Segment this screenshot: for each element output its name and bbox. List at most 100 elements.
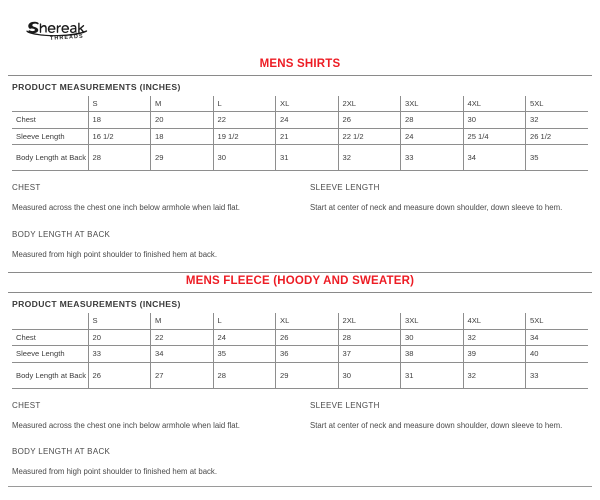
cell-chest-4xl: 30 (462, 111, 526, 129)
cell-body-xl: 31 (275, 144, 339, 172)
cell-chest-2xl: 26 (337, 111, 401, 129)
cell-chest-m: 20 (150, 111, 214, 129)
document-header: THREADS (0, 0, 600, 56)
desc-heading-sleeve-length: SLEEVE LENGTH (310, 183, 380, 193)
table-row: Body Length at Back 26 27 28 29 30 31 32… (12, 361, 588, 389)
cell-chest-xl: 26 (275, 328, 339, 347)
row-label-chest: Chest (12, 111, 89, 129)
section-title-mens-shirts: MENS SHIRTS (259, 58, 341, 70)
cell-sleeve-l: 19 1/2 (212, 127, 276, 146)
table-header-row: S M L XL 2XL 3XL 4XL 5XL (12, 313, 588, 330)
cell-sleeve-m: 18 (150, 127, 214, 146)
size-table-mens-fleece: S M L XL 2XL 3XL 4XL 5XL Chest 20 22 24 … (12, 313, 588, 389)
column-header-xl: XL (275, 96, 339, 113)
cell-chest-4xl: 32 (462, 328, 526, 347)
desc-heading-body-length-at-back: BODY LENGTH AT BACK (12, 229, 111, 239)
column-header-5xl: 5XL (525, 313, 588, 330)
section-mens-shirts: MENS SHIRTS PRODUCT MEASUREMENTS (INCHES… (0, 56, 600, 274)
cell-sleeve-l: 35 (212, 345, 276, 363)
desc-body-chest: Measured across the chest one inch below… (12, 420, 240, 430)
column-header-l: L (212, 313, 276, 330)
cell-sleeve-4xl: 39 (462, 345, 526, 363)
desc-body-body-length-at-back: Measured from high point shoulder to fin… (12, 249, 217, 259)
row-label-body-length-at-back: Body Length at Back (12, 144, 89, 172)
column-header-4xl: 4XL (462, 96, 526, 113)
column-header-s: S (87, 313, 151, 330)
cell-body-4xl: 32 (462, 361, 526, 389)
column-header-3xl: 3XL (400, 96, 464, 113)
row-label-sleeve-length: Sleeve Length (12, 127, 89, 146)
desc-body-sleeve-length: Start at center of neck and measure down… (310, 203, 563, 213)
cell-body-3xl: 31 (400, 361, 464, 389)
cell-sleeve-3xl: 24 (400, 127, 464, 146)
column-header-5xl: 5XL (525, 96, 588, 113)
column-header-s: S (87, 96, 151, 113)
cell-chest-l: 24 (212, 328, 276, 347)
cell-chest-l: 22 (212, 111, 276, 129)
cell-body-s: 28 (87, 144, 151, 172)
measurement-descriptions-2: CHEST Measured across the chest one inch… (0, 389, 600, 480)
cell-chest-5xl: 32 (525, 111, 588, 129)
column-header-m: M (150, 313, 214, 330)
description-column-left: CHEST Measured across the chest one inch… (12, 401, 300, 480)
cell-chest-xl: 24 (275, 111, 339, 129)
cell-body-5xl: 33 (525, 361, 588, 389)
cell-chest-3xl: 30 (400, 328, 464, 347)
size-table-mens-shirts: S M L XL 2XL 3XL 4XL 5XL Chest 18 20 22 … (12, 96, 588, 172)
desc-heading-body-length-at-back: BODY LENGTH AT BACK (12, 447, 111, 457)
cell-sleeve-s: 16 1/2 (87, 127, 151, 146)
document-footer-divider (8, 485, 592, 487)
desc-heading-chest: CHEST (12, 183, 41, 193)
table-corner-cell (12, 313, 88, 329)
measurement-descriptions-1: CHEST Measured across the chest one inch… (0, 171, 600, 262)
description-column-right: SLEEVE LENGTH Start at center of neck an… (300, 183, 588, 262)
table-row: Sleeve Length 33 34 35 36 37 38 39 40 (12, 345, 588, 363)
cell-chest-s: 18 (87, 111, 151, 129)
cell-sleeve-2xl: 37 (337, 345, 401, 363)
table-header-row: S M L XL 2XL 3XL 4XL 5XL (12, 96, 588, 113)
cell-sleeve-2xl: 22 1/2 (337, 127, 401, 146)
cell-body-4xl: 34 (462, 144, 526, 172)
cell-sleeve-5xl: 26 1/2 (525, 127, 588, 146)
cell-body-xl: 29 (275, 361, 339, 389)
desc-heading-chest: CHEST (12, 400, 41, 410)
desc-heading-sleeve-length: SLEEVE LENGTH (310, 400, 380, 410)
title-divider-1 (8, 75, 592, 76)
description-column-right: SLEEVE LENGTH Start at center of neck an… (300, 401, 588, 480)
column-header-2xl: 2XL (337, 96, 401, 113)
table-row: Body Length at Back 28 29 30 31 32 33 34… (12, 144, 588, 172)
desc-body-chest: Measured across the chest one inch below… (12, 203, 240, 213)
column-header-4xl: 4XL (462, 313, 526, 330)
cell-sleeve-xl: 21 (275, 127, 339, 146)
cell-chest-2xl: 28 (337, 328, 401, 347)
cell-sleeve-5xl: 40 (525, 345, 588, 363)
section-mens-fleece: MENS FLEECE (HOODY AND SWEATER) PRODUCT … (0, 273, 600, 487)
product-measurements-label-1: PRODUCT MEASUREMENTS (INCHES) (12, 82, 181, 92)
desc-body-sleeve-length: Start at center of neck and measure down… (310, 420, 563, 430)
section-divider (8, 272, 592, 274)
row-label-body-length-at-back: Body Length at Back (12, 361, 89, 389)
table-row: Sleeve Length 16 1/2 18 19 1/2 21 22 1/2… (12, 127, 588, 146)
cell-chest-5xl: 34 (525, 328, 588, 347)
cell-body-2xl: 32 (337, 144, 401, 172)
cell-sleeve-4xl: 25 1/4 (462, 127, 526, 146)
table-row: Chest 18 20 22 24 26 28 30 32 (12, 111, 588, 129)
cell-chest-3xl: 28 (400, 111, 464, 129)
description-column-left: CHEST Measured across the chest one inch… (12, 183, 300, 262)
cell-body-m: 27 (150, 361, 214, 389)
cell-body-2xl: 30 (337, 361, 401, 389)
column-header-3xl: 3XL (400, 313, 464, 330)
cell-chest-s: 20 (87, 328, 151, 347)
column-header-xl: XL (275, 313, 339, 330)
section-title-mens-fleece: MENS FLEECE (HOODY AND SWEATER) (185, 275, 415, 288)
cell-body-3xl: 33 (400, 144, 464, 172)
cell-chest-m: 22 (150, 328, 214, 347)
cell-sleeve-m: 34 (150, 345, 214, 363)
cell-body-l: 30 (212, 144, 276, 172)
column-header-l: L (212, 96, 276, 113)
product-measurements-label-2: PRODUCT MEASUREMENTS (INCHES) (12, 299, 181, 310)
row-label-sleeve-length: Sleeve Length (12, 345, 89, 363)
cell-body-l: 28 (212, 361, 276, 389)
table-row: Chest 20 22 24 26 28 30 32 34 (12, 328, 588, 347)
